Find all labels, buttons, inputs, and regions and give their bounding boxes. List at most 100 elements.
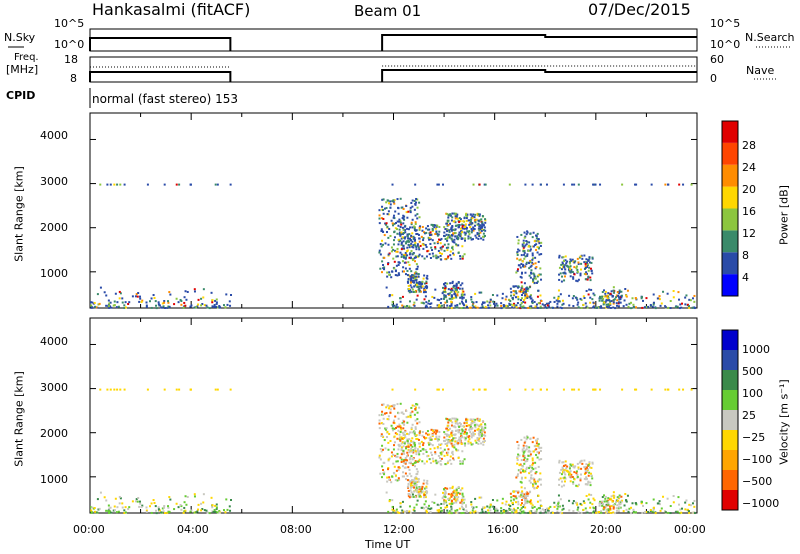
power-echo xyxy=(451,245,454,248)
power-echo xyxy=(583,261,586,264)
velocity-echo xyxy=(667,511,670,514)
power-echo xyxy=(588,257,591,260)
velocity-echo xyxy=(529,450,532,453)
velocity-echo xyxy=(475,441,478,444)
power-echo xyxy=(424,305,427,308)
velocity-echo xyxy=(470,423,473,426)
power-echo xyxy=(411,199,414,202)
power-echo xyxy=(455,296,458,299)
power-echo xyxy=(584,302,587,305)
power-echo xyxy=(103,291,106,294)
power-echo xyxy=(531,278,534,281)
velocity-echo xyxy=(608,504,611,507)
velocity-echo xyxy=(471,420,474,423)
power-echo xyxy=(409,306,412,309)
power-echo xyxy=(492,300,495,303)
power-echo xyxy=(420,301,423,304)
power-echo xyxy=(394,249,397,252)
power-echo xyxy=(431,252,434,255)
velocity-echo xyxy=(425,432,428,435)
velocity-echo xyxy=(414,461,417,464)
power-echo xyxy=(539,183,542,186)
velocity-echo xyxy=(549,505,552,508)
velocity-echo xyxy=(577,511,580,514)
xtick-0800: 08:00 xyxy=(280,523,312,536)
velocity-cbar-tick-100: 100 xyxy=(742,387,763,400)
velocity-echo xyxy=(524,499,527,502)
power-echo xyxy=(531,254,534,257)
velocity-echo xyxy=(496,499,499,502)
velocity-echo xyxy=(555,504,558,507)
velocity-echo xyxy=(693,499,696,502)
velocity-echo xyxy=(378,422,381,425)
velocity-echo xyxy=(569,463,572,466)
velocity-echo xyxy=(380,433,383,436)
velocity-echo xyxy=(520,491,523,494)
power-echo xyxy=(154,300,157,303)
velocity-echo xyxy=(589,501,592,504)
power-echo xyxy=(469,213,472,216)
velocity-echo xyxy=(556,507,559,510)
power-echo xyxy=(185,298,188,301)
velocity-echo xyxy=(481,427,484,430)
power-echo xyxy=(416,275,419,278)
power-echo xyxy=(478,291,481,294)
velocity-echo xyxy=(460,442,463,445)
velocity-echo xyxy=(412,482,415,485)
power-echo xyxy=(472,301,475,304)
velocity-echo xyxy=(510,508,513,511)
power-echo xyxy=(454,294,457,297)
power-echo xyxy=(424,291,427,294)
power-echo xyxy=(576,280,579,283)
power-echo xyxy=(595,306,598,309)
velocity-echo xyxy=(420,506,423,509)
velocity-echo xyxy=(150,511,153,514)
power-echo xyxy=(109,301,112,304)
velocity-echo xyxy=(409,444,412,447)
power-echo xyxy=(514,306,517,309)
power-echo xyxy=(533,275,536,278)
velocity-echo xyxy=(418,487,421,490)
velocity-echo xyxy=(495,507,498,510)
velocity-echo xyxy=(565,467,568,470)
velocity-echo xyxy=(448,502,451,505)
velocity-echo xyxy=(535,448,538,451)
velocity-echo xyxy=(477,424,480,427)
velocity-echo xyxy=(551,511,554,514)
power-echo xyxy=(413,281,416,284)
velocity-echo xyxy=(598,504,601,507)
velocity-echo xyxy=(213,508,216,511)
power-echo xyxy=(436,234,439,237)
power-echo xyxy=(95,306,98,309)
power-echo xyxy=(397,261,400,264)
velocity-echo xyxy=(514,495,517,498)
velocity-echo xyxy=(537,494,540,497)
power-echo xyxy=(577,262,580,265)
nsky-frame xyxy=(89,28,698,52)
velocity-echo xyxy=(431,457,434,460)
power-echo xyxy=(470,298,473,301)
power-echo xyxy=(438,230,441,233)
velocity-echo xyxy=(404,436,407,439)
power-echo xyxy=(652,303,655,306)
velocity-echo xyxy=(459,432,462,435)
velocity-echo xyxy=(452,437,455,440)
power-echo xyxy=(400,248,403,251)
power-echo xyxy=(530,305,533,308)
velocity-echo xyxy=(460,505,463,508)
velocity-echo xyxy=(576,503,579,506)
power-echo xyxy=(449,250,452,253)
power-echo xyxy=(466,305,469,308)
velocity-echo xyxy=(524,500,527,503)
power-echo xyxy=(406,233,409,236)
power-echo xyxy=(195,306,198,309)
power-echo xyxy=(500,302,503,305)
power-echo xyxy=(660,302,663,305)
power-echo xyxy=(393,260,396,263)
velocity-echo xyxy=(453,443,456,446)
velocity-echo xyxy=(443,448,446,451)
power-echo xyxy=(218,306,221,309)
power-echo xyxy=(517,286,520,289)
velocity-echo xyxy=(416,403,419,406)
power-echo xyxy=(410,277,413,280)
